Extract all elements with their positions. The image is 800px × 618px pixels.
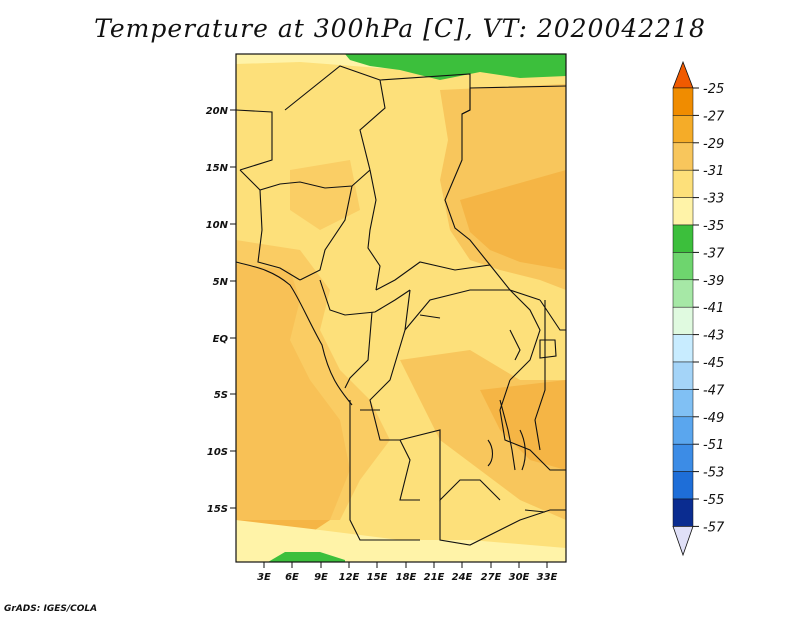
lat-axis: 20N 15N 10N 5N EQ 5S 10S 15S <box>206 106 236 515</box>
lon-label: 9E <box>314 572 328 583</box>
lon-label: 12E <box>339 572 360 583</box>
colorbar-label: -55 <box>703 493 724 508</box>
colorbar-label: -33 <box>703 192 724 207</box>
colorbar-swatch <box>672 498 694 527</box>
colorbar-top-arrow <box>672 60 694 89</box>
colorbar-label: -25 <box>703 82 724 97</box>
colorbar-bottom-arrow <box>672 526 694 557</box>
lat-label: 10N <box>206 220 229 231</box>
colorbar-label: -49 <box>703 411 724 426</box>
field-green-bottom <box>268 552 345 562</box>
field-green-top <box>345 54 566 80</box>
colorbar-swatch <box>672 361 694 390</box>
colorbar-label: -45 <box>703 356 724 371</box>
field-warm-west <box>236 240 390 520</box>
colorbar-label: -57 <box>703 520 725 535</box>
colorbar-swatch <box>672 389 694 418</box>
colorbar-label: -27 <box>703 109 725 124</box>
lon-label: 27E <box>481 572 502 583</box>
temperature-field <box>236 54 566 562</box>
lat-label: 5N <box>213 277 229 288</box>
colorbar-swatch <box>672 142 694 171</box>
colorbar-label: -39 <box>703 274 724 289</box>
lat-label: 20N <box>206 106 229 117</box>
lon-label: 33E <box>537 572 558 583</box>
lat-label: EQ <box>213 334 229 345</box>
colorbar: -25 -27 -29 -31 -33 -35 -37 -39 -41 -43 … <box>672 60 725 557</box>
colorbar-label: -29 <box>703 137 724 152</box>
field-cool-bottom <box>236 520 566 562</box>
colorbar-swatch <box>672 197 694 226</box>
colorbar-swatch <box>672 306 694 335</box>
colorbar-swatch <box>672 471 694 500</box>
lon-label: 30E <box>509 572 530 583</box>
chart-title: Temperature at 300hPa [C], VT: 202004221… <box>94 14 706 43</box>
colorbar-label: -37 <box>703 246 725 261</box>
field-warm-north <box>290 160 360 230</box>
colorbar-swatch <box>672 334 694 363</box>
lakes <box>419 314 557 513</box>
footer-credit: GrADS: IGES/COLA <box>4 604 98 614</box>
colorbar-label: -53 <box>703 466 724 481</box>
field-warmer-east <box>460 170 566 270</box>
lat-label: 15S <box>207 504 228 515</box>
colorbar-label: -31 <box>703 164 724 179</box>
lon-label: 6E <box>285 572 299 583</box>
colorbar-label: -35 <box>703 219 724 234</box>
colorbar-swatch <box>672 416 694 445</box>
colorbar-swatch <box>672 87 694 116</box>
colorbar-swatch <box>672 224 694 253</box>
lon-label: 21E <box>424 572 445 583</box>
lat-label: 5S <box>214 390 228 401</box>
field-warmer-south <box>480 380 566 470</box>
lon-label: 3E <box>257 572 271 583</box>
lon-label: 24E <box>452 572 473 583</box>
colorbar-label: -43 <box>703 329 724 344</box>
colorbar-swatch <box>672 169 694 198</box>
colorbar-label: -41 <box>703 301 724 316</box>
lon-label: 18E <box>396 572 417 583</box>
lon-axis: 3E 6E 9E 12E 15E 18E 21E 24E 27E 30E 33E <box>257 562 558 583</box>
country-borders <box>235 65 567 546</box>
lat-label: 10S <box>207 447 228 458</box>
map-frame <box>235 53 567 563</box>
colorbar-swatch <box>672 279 694 308</box>
colorbar-swatch <box>672 115 694 144</box>
colorbar-label: -51 <box>703 438 724 453</box>
colorbar-swatch <box>672 443 694 472</box>
lon-label: 15E <box>367 572 388 583</box>
lat-label: 15N <box>206 163 229 174</box>
colorbar-swatch <box>672 252 694 281</box>
colorbar-label: -47 <box>703 383 725 398</box>
